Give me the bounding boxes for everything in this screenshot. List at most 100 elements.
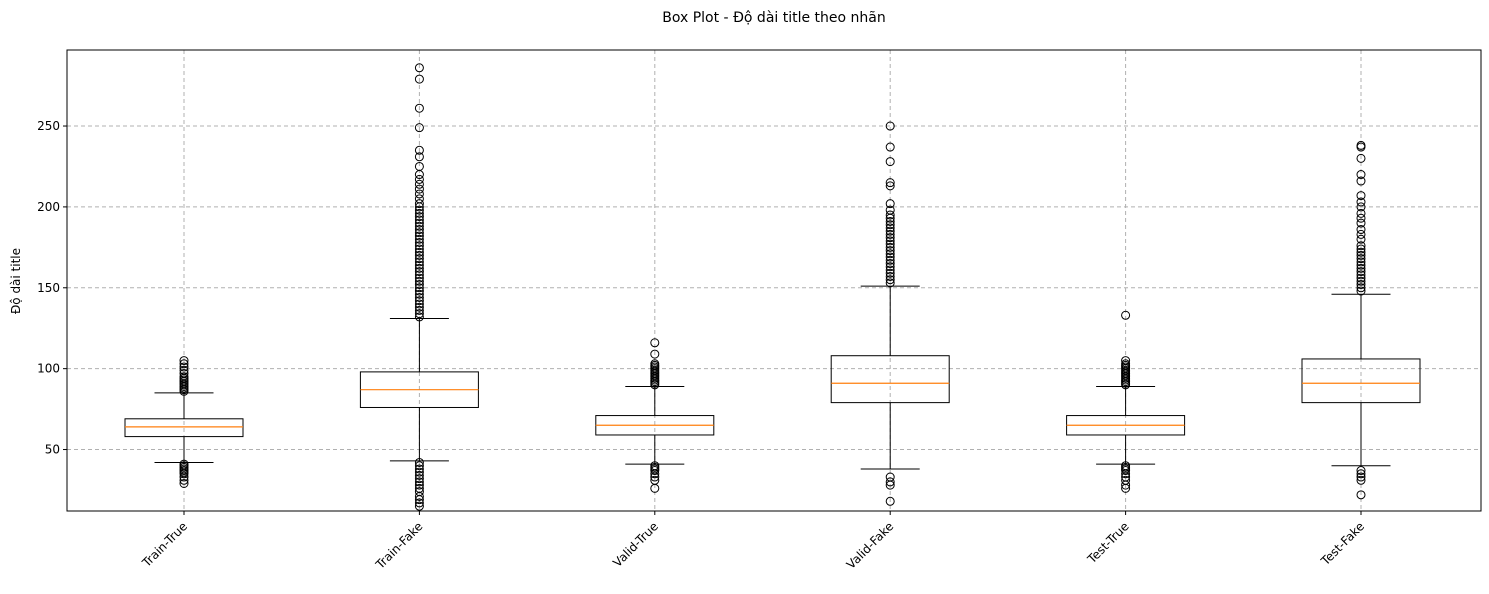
outlier-point (885, 223, 895, 233)
outlier-point (414, 257, 424, 267)
outlier-point (179, 459, 189, 469)
iqr-box (1301, 358, 1421, 404)
outlier-point (414, 212, 424, 222)
outlier-point (414, 199, 424, 209)
outlier-point (885, 275, 895, 285)
outlier-point (414, 244, 424, 254)
outlier-point (885, 220, 895, 230)
outlier-point (885, 477, 895, 487)
plot-frame (66, 49, 1482, 512)
outlier-point (414, 145, 424, 155)
outlier-point (414, 234, 424, 244)
outlier-point (885, 199, 895, 209)
outlier-point (414, 152, 424, 162)
outlier-point (885, 142, 895, 152)
outlier-point (1356, 490, 1366, 500)
x-tick-label: Train-Fake (372, 519, 425, 572)
outlier-point (414, 267, 424, 277)
outlier-point (414, 305, 424, 315)
outlier-point (1356, 191, 1366, 201)
x-tick-label: Valid-Fake (844, 519, 897, 572)
outlier-point (885, 262, 895, 272)
y-tick-label: 200 (37, 200, 60, 214)
outlier-point (414, 286, 424, 296)
outlier-point (885, 210, 895, 220)
outlier-point (414, 299, 424, 309)
y-tick-label: 150 (37, 281, 60, 295)
outlier-point (885, 178, 895, 188)
outlier-point (414, 270, 424, 280)
outlier-point (414, 477, 424, 487)
outlier-point (414, 184, 424, 194)
outlier-point (1356, 197, 1366, 207)
outlier-point (885, 271, 895, 281)
outlier-point (414, 296, 424, 306)
outlier-point (414, 480, 424, 490)
outlier-point (885, 216, 895, 226)
box-test-fake (1301, 140, 1421, 500)
outlier-point (414, 208, 424, 218)
outlier-point (414, 464, 424, 474)
boxes-group (124, 63, 1421, 511)
outlier-point (1356, 140, 1366, 150)
outlier-point (1121, 356, 1131, 366)
chart-title: Box Plot - Độ dài title theo nhãn (662, 10, 886, 26)
axes-group: 50 100 150 200 250 Train-True Train-Fake Valid-… (37, 119, 1367, 572)
outlier-point (885, 226, 895, 236)
outlier-point (1356, 257, 1366, 267)
outlier-point (414, 470, 424, 480)
outlier-point (885, 278, 895, 288)
x-tick-label: Valid-True (610, 519, 661, 570)
outlier-point (650, 338, 660, 348)
box-test-true (1066, 310, 1186, 493)
outlier-point (414, 205, 424, 215)
y-axis-label: Độ dài title (9, 248, 23, 314)
outlier-point (414, 498, 424, 508)
outlier-point (414, 283, 424, 293)
outlier-point (414, 231, 424, 241)
outlier-point (414, 312, 424, 322)
outlier-point (1356, 469, 1366, 479)
outlier-point (414, 221, 424, 231)
outlier-point (1356, 286, 1366, 296)
outlier-point (1121, 310, 1131, 320)
outlier-point (414, 215, 424, 225)
outlier-point (1121, 359, 1131, 369)
x-tick-label: Test-True (1084, 519, 1132, 567)
outlier-point (885, 255, 895, 265)
outlier-point (885, 239, 895, 249)
outlier-point (650, 461, 660, 471)
outlier-point (1121, 475, 1131, 485)
outlier-point (885, 121, 895, 131)
outlier-point (414, 247, 424, 257)
outlier-point (1356, 280, 1366, 290)
outlier-point (414, 218, 424, 228)
outlier-point (885, 205, 895, 215)
outlier-point (1356, 208, 1366, 218)
outlier-point (414, 276, 424, 286)
outlier-point (885, 249, 895, 259)
outlier-point (1356, 218, 1366, 228)
outlier-point (1356, 244, 1366, 254)
outlier-point (1356, 267, 1366, 277)
outlier-point (414, 254, 424, 264)
box-valid-true (595, 338, 715, 493)
outlier-point (414, 179, 424, 189)
outlier-point (1356, 254, 1366, 264)
outlier-point (414, 74, 424, 84)
outlier-point (1356, 176, 1366, 186)
outlier-point (1356, 241, 1366, 251)
outlier-point (885, 252, 895, 262)
outlier-point (1356, 283, 1366, 293)
outlier-point (1356, 250, 1366, 260)
outlier-point (1356, 153, 1366, 163)
outlier-point (1356, 475, 1366, 485)
outlier-point (1356, 225, 1366, 235)
outlier-point (414, 189, 424, 199)
outlier-point (1356, 472, 1366, 482)
outlier-point (885, 265, 895, 275)
outlier-point (885, 496, 895, 506)
outlier-point (414, 263, 424, 273)
y-tick-label: 100 (37, 362, 60, 376)
